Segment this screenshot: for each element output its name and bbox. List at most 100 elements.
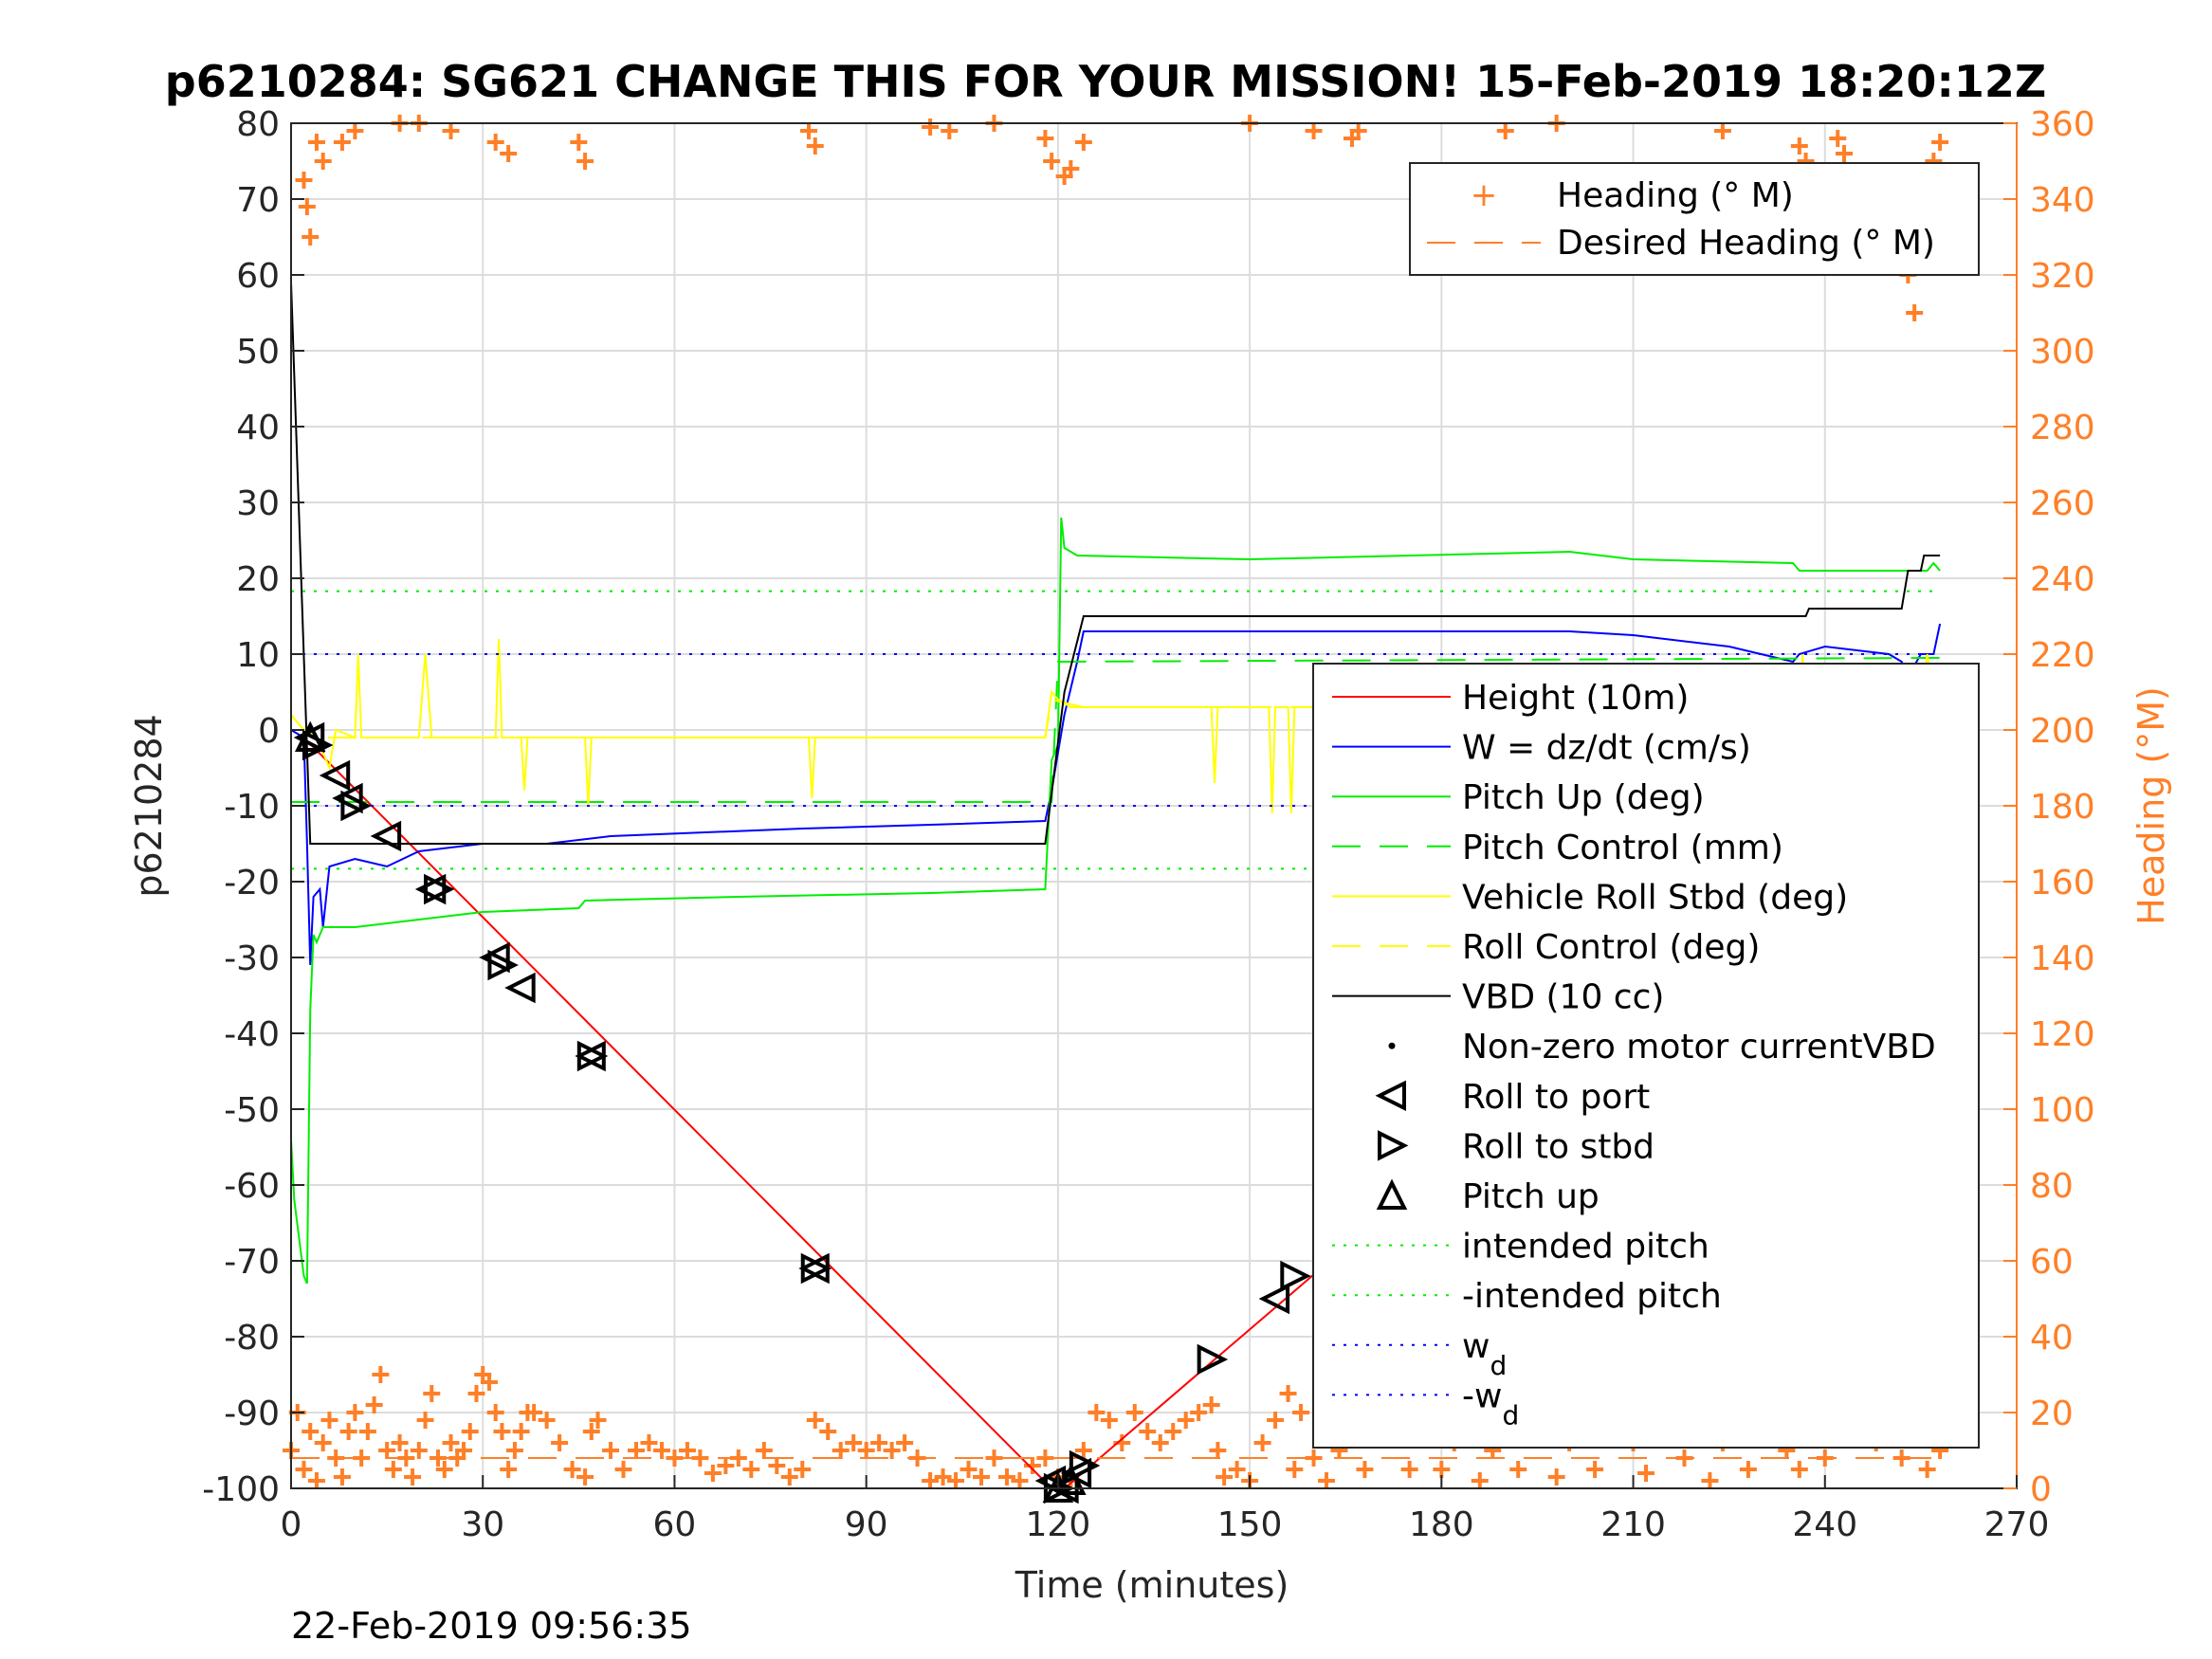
- y-tick-label: -80: [224, 1319, 280, 1358]
- heading-point: [614, 1461, 632, 1478]
- series-pitch-control-mm: [291, 657, 1941, 803]
- heading-point: [538, 1412, 556, 1429]
- y-tick-label: -30: [224, 939, 280, 978]
- heading-point: [1318, 1472, 1335, 1489]
- y2-tick-label: 80: [2030, 1167, 2074, 1206]
- heading-point: [1011, 1472, 1029, 1489]
- roll-to-stbd-marker: [800, 1252, 832, 1285]
- y2-tick-label: 20: [2030, 1395, 2074, 1433]
- y2-tick-label: 60: [2030, 1243, 2074, 1282]
- heading-point: [1100, 1412, 1118, 1429]
- x-tick-label: 120: [1026, 1505, 1091, 1544]
- roll-to-port-marker: [414, 873, 447, 905]
- legend-desired-heading-label: Desired Heading (° M): [1557, 224, 1935, 263]
- x-tick-label: 150: [1217, 1505, 1283, 1544]
- legend-label: Pitch Up (deg): [1462, 778, 1705, 817]
- heading-point: [416, 1412, 434, 1429]
- y2-tick-label: 120: [2030, 1015, 2095, 1054]
- y2-tick-label: 340: [2030, 181, 2095, 220]
- heading-point: [570, 134, 588, 151]
- heading-point: [704, 1465, 722, 1482]
- y2-tick-label: 200: [2030, 712, 2095, 751]
- y2-tick-label: 100: [2030, 1091, 2095, 1130]
- heading-point: [628, 1442, 645, 1459]
- heading-point: [1906, 304, 1924, 321]
- y-tick-label: 50: [236, 333, 280, 372]
- legend-label: Roll Control (deg): [1462, 928, 1760, 967]
- heading-point: [480, 1374, 498, 1391]
- heading-point: [1062, 160, 1080, 177]
- roll-to-port-marker: [332, 782, 363, 814]
- heading-point: [1023, 1457, 1041, 1474]
- heading-point: [640, 1434, 658, 1451]
- heading-point: [800, 122, 817, 139]
- heading-point: [404, 1468, 422, 1486]
- heading-point: [883, 1442, 901, 1459]
- legend-main: Height (10m) W = dz/dt (cm/s) Pitch Up (de…: [1312, 663, 1980, 1449]
- legend-label: -intended pitch: [1462, 1277, 1722, 1316]
- y2-tick-label: 160: [2030, 864, 2095, 902]
- heading-point: [806, 137, 824, 155]
- legend-label: Pitch up: [1462, 1177, 1600, 1216]
- heading-point: [314, 153, 332, 170]
- heading-point: [960, 1461, 978, 1478]
- heading-point: [1209, 1442, 1227, 1459]
- heading-point: [1713, 122, 1731, 139]
- series-vbd-10-cc: [290, 282, 1941, 845]
- heading-point: [602, 1442, 620, 1459]
- heading-point: [1931, 134, 1949, 151]
- roll-to-port-marker: [370, 820, 402, 852]
- roll-to-stbd-marker: [576, 1040, 609, 1072]
- y-tick-label: 0: [258, 712, 280, 751]
- heading-point: [1151, 1434, 1169, 1451]
- heading-point: [1400, 1461, 1418, 1478]
- x-tick-label: 270: [1984, 1505, 2050, 1544]
- heading-point: [1164, 1423, 1182, 1440]
- y2-tick-label: 220: [2030, 636, 2095, 675]
- heading-point: [755, 1442, 773, 1459]
- heading-point: [298, 198, 316, 215]
- heading-point: [1496, 122, 1514, 139]
- legend-label: Vehicle Roll Stbd (deg): [1462, 878, 1848, 917]
- heading-point: [320, 1412, 338, 1429]
- heading-point: [346, 1404, 364, 1421]
- legend-heading-box: [1409, 162, 1980, 276]
- heading-point: [678, 1442, 696, 1459]
- y-tick-label: -90: [224, 1395, 280, 1433]
- heading-point: [365, 1396, 383, 1413]
- legend-label: W = dz/dt (cm/s): [1462, 729, 1751, 768]
- heading-point: [333, 134, 351, 151]
- x-tick-label: 0: [281, 1505, 302, 1544]
- legend-label: VBD (10 cc): [1462, 978, 1664, 1017]
- heading-point: [295, 1461, 313, 1478]
- heading-point: [1829, 130, 1847, 147]
- heading-point: [339, 1423, 357, 1440]
- roll-to-port-marker: [504, 972, 536, 1004]
- heading-point: [486, 1404, 504, 1421]
- legend-label: Height (10m): [1462, 679, 1689, 718]
- heading-point: [1036, 130, 1054, 147]
- heading-point: [1267, 1412, 1285, 1429]
- legend-label: Roll to stbd: [1462, 1127, 1654, 1166]
- legend-triangle-icon: [1375, 1080, 1406, 1112]
- heading-point: [486, 134, 504, 151]
- heading-point: [845, 1434, 863, 1451]
- y2-tick-label: 300: [2030, 333, 2095, 372]
- heading-point: [1349, 122, 1367, 139]
- heading-point: [1701, 1472, 1719, 1489]
- heading-point: [442, 1434, 460, 1451]
- heading-point: [1074, 1442, 1092, 1459]
- heading-point: [525, 1404, 543, 1421]
- heading-point: [435, 1461, 453, 1478]
- x-axis-label: Time (minutes): [1015, 1564, 1289, 1606]
- heading-point: [1547, 1468, 1565, 1486]
- heading-point: [1471, 1472, 1489, 1489]
- heading-point: [941, 122, 959, 139]
- heading-point: [780, 1468, 798, 1486]
- heading-point: [1088, 1404, 1106, 1421]
- heading-point: [1253, 1434, 1271, 1451]
- x-tick-label: 180: [1409, 1505, 1474, 1544]
- y2-axis-label: Heading (°M): [2130, 686, 2172, 925]
- heading-point: [505, 1442, 523, 1459]
- legend-heading-label: Heading (° M): [1557, 176, 1794, 215]
